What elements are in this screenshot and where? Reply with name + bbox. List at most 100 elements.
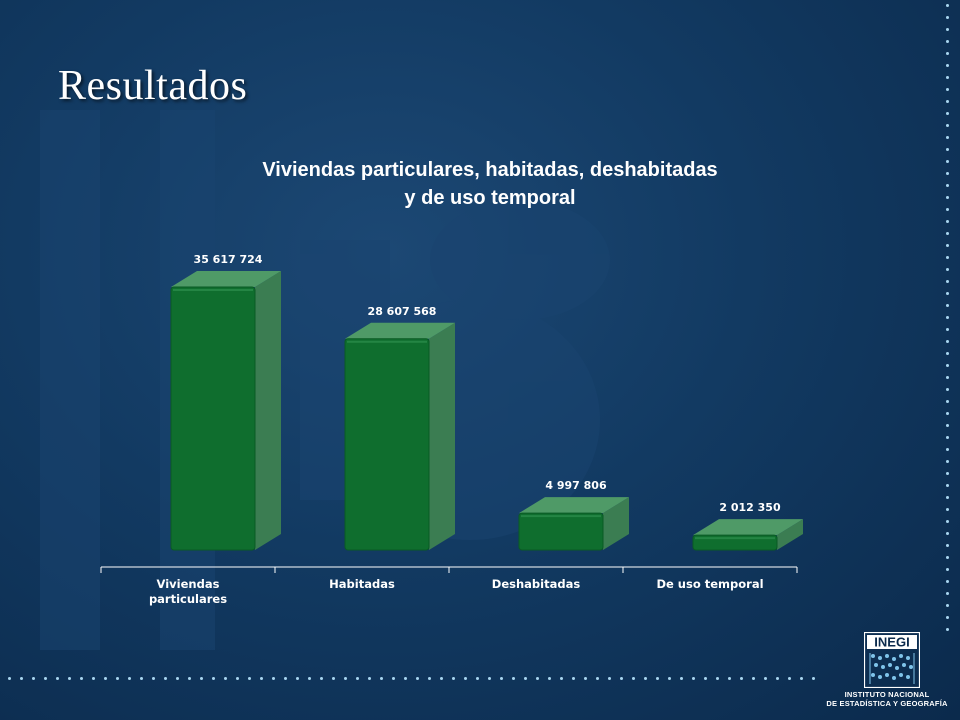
logo-caption-line-1: INSTITUTO NACIONAL [844,690,930,699]
border-dot [946,304,949,307]
border-dot [212,677,215,680]
border-dot [320,677,323,680]
border-dot [946,520,949,523]
border-dot [946,4,949,7]
border-dot [946,568,949,571]
bar-highlight-2 [521,515,601,518]
border-dot [68,677,71,680]
x-tick-label-1: Habitadas [329,577,395,591]
border-dot [946,52,949,55]
border-dot [512,677,515,680]
border-dot [946,628,949,631]
border-dot [946,112,949,115]
border-dot [8,677,11,680]
slide-title: Resultados [58,63,248,109]
border-dot [632,677,635,680]
border-dot [620,677,623,680]
border-dot [416,677,419,680]
border-dot [946,232,949,235]
border-dot [140,677,143,680]
border-dot [548,677,551,680]
border-dot [116,677,119,680]
border-dot [946,124,949,127]
border-dot [524,677,527,680]
border-dot [946,544,949,547]
border-dot [596,677,599,680]
border-dot [946,316,949,319]
bar-0 [170,286,256,551]
border-dot [812,677,815,680]
x-tick-label-2: Deshabitadas [492,577,581,591]
border-dot [404,677,407,680]
border-dot [428,677,431,680]
border-dot [488,677,491,680]
border-dot [128,677,131,680]
border-dot [332,677,335,680]
border-dot [644,677,647,680]
border-dot [476,677,479,680]
border-dot [946,244,949,247]
border-dot [946,532,949,535]
border-dot [704,677,707,680]
border-dot [248,677,251,680]
border-dot [946,280,949,283]
border-dot [946,64,949,67]
border-dot [572,677,575,680]
border-dot [752,677,755,680]
border-dot [946,196,949,199]
border-dot [164,677,167,680]
border-dot [946,556,949,559]
border-dot [946,160,949,163]
border-dot [56,677,59,680]
border-dot [946,460,949,463]
chart-title-line-2: y de uso temporal [404,187,576,209]
border-dot [946,40,949,43]
border-dot [20,677,23,680]
border-dot [560,677,563,680]
border-dot [152,677,155,680]
border-dot [946,592,949,595]
data-label-2: 4 997 806 [545,479,607,492]
bar-highlight-3 [695,537,775,540]
border-dot [946,376,949,379]
border-dot [692,677,695,680]
border-dot [584,677,587,680]
border-dot [946,136,949,139]
data-label-1: 28 607 568 [368,305,437,318]
chart-title-line-1: Viviendas particulares, habitadas, desha… [262,159,718,181]
x-tick-label-0-1: particulares [149,592,227,606]
border-dot [44,677,47,680]
border-dot [946,580,949,583]
border-dot [946,496,949,499]
border-dot [946,604,949,607]
border-dot [946,448,949,451]
data-label-0: 35 617 724 [194,253,263,266]
border-dot [946,76,949,79]
logo-caption-line-2: DE ESTADÍSTICA Y GEOGRAFÍA [826,699,948,708]
x-tick-label-0-0: Viviendas [157,577,220,591]
border-dot [946,508,949,511]
border-dot [946,220,949,223]
border-dot [946,148,949,151]
border-dot [380,677,383,680]
border-dot [946,268,949,271]
border-dot [236,677,239,680]
border-dot [452,677,455,680]
border-dot [464,677,467,680]
border-dot [946,364,949,367]
border-dot [946,472,949,475]
border-dot [188,677,191,680]
bar-highlight-1 [347,340,427,343]
border-dot [296,677,299,680]
inegi-logo: INEGI [864,632,920,688]
border-dot [716,677,719,680]
border-dot [92,677,95,680]
border-dot [80,677,83,680]
border-dot [946,400,949,403]
svg-text:INEGI: INEGI [874,635,909,650]
border-dot [368,677,371,680]
bar-side-1 [429,322,455,550]
border-dot [536,677,539,680]
border-dot [946,208,949,211]
border-dot [946,184,949,187]
